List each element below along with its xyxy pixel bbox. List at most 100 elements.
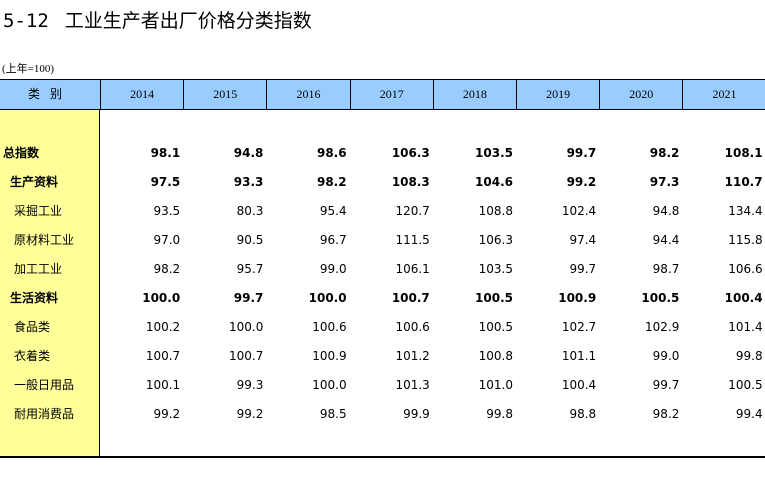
- value-cell: 100.7: [145, 349, 181, 363]
- value-cell: 101.3: [395, 378, 430, 392]
- value-cell: 99.3: [236, 378, 264, 392]
- value-cell: 98.8: [569, 407, 597, 421]
- table-row: 加工工业 98.2 95.7 99.0 106.1 103.5 99.7 98.7 106.6: [0, 255, 765, 284]
- value-cell: 98.2: [652, 407, 680, 421]
- table-row: 食品类 100.2 100.0 100.6 100.6 100.5 102.7 102.9 10…: [0, 313, 765, 342]
- header-year: 2014: [100, 80, 183, 109]
- row-label: 采掘工业: [14, 204, 63, 218]
- value-cell: 99.0: [319, 262, 347, 276]
- value-cell: 101.0: [478, 378, 513, 392]
- row-label: 衣着类: [14, 349, 51, 363]
- value-cell: 100.8: [478, 349, 513, 363]
- header-year: 2016: [266, 80, 349, 109]
- value-cell: 101.4: [728, 320, 763, 334]
- table-row: 采掘工业 93.5 80.3 95.4 120.7 108.8 102.4 94.8 134.4: [0, 197, 765, 226]
- value-cell: 99.2: [566, 175, 597, 189]
- value-cell: 100.4: [561, 378, 597, 392]
- value-cell: 100.4: [724, 291, 763, 305]
- table-title: 工业生产者出厂价格分类指数: [64, 10, 312, 32]
- row-label: 生产资料: [10, 175, 59, 189]
- value-cell: 90.5: [236, 233, 264, 247]
- table-row: 总指数 98.1 94.8 98.6 106.3 103.5 99.7 98.2 108.1: [0, 139, 765, 168]
- value-cell: 108.8: [478, 204, 513, 218]
- value-cell: 103.5: [475, 146, 513, 160]
- value-cell: 100.0: [229, 320, 264, 334]
- row-label: 总指数: [3, 146, 40, 160]
- value-cell: 94.8: [652, 204, 680, 218]
- value-cell: 100.0: [142, 291, 181, 305]
- value-cell: 100.9: [312, 349, 347, 363]
- value-cell: 98.2: [649, 146, 680, 160]
- value-cell: 100.5: [478, 320, 513, 334]
- category-column-background: [0, 110, 100, 456]
- row-label: 生活资料: [10, 291, 59, 305]
- value-cell: 100.0: [308, 291, 347, 305]
- top-rule: [0, 79, 765, 80]
- value-cell: 99.9: [403, 407, 430, 421]
- row-label: 原材料工业: [14, 233, 75, 247]
- value-cell: 99.7: [566, 146, 597, 160]
- value-cell: 102.7: [561, 320, 597, 334]
- value-cell: 100.5: [728, 378, 763, 392]
- page-title: 5-12 工业生产者出厂价格分类指数: [3, 6, 312, 33]
- row-label: 加工工业: [14, 262, 63, 276]
- value-cell: 97.4: [569, 233, 597, 247]
- value-cell: 97.3: [649, 175, 680, 189]
- value-cell: 100.2: [145, 320, 181, 334]
- value-cell: 101.1: [561, 349, 597, 363]
- value-cell: 100.9: [558, 291, 597, 305]
- value-cell: 97.0: [153, 233, 181, 247]
- value-cell: 106.6: [728, 262, 763, 276]
- unit-note: (上年=100): [2, 63, 55, 75]
- header-year: 2015: [183, 80, 266, 109]
- value-cell: 103.5: [478, 262, 513, 276]
- value-cell: 97.5: [150, 175, 181, 189]
- value-cell: 100.0: [312, 378, 347, 392]
- value-cell: 93.5: [153, 204, 181, 218]
- table-row: 一般日用品 100.1 99.3 100.0 101.3 101.0 100.4 99.7 10…: [0, 371, 765, 400]
- header-year: 2017: [349, 80, 433, 109]
- value-cell: 99.4: [735, 407, 763, 421]
- header-year: 2021: [682, 80, 765, 109]
- value-cell: 96.7: [319, 233, 347, 247]
- value-cell: 98.1: [150, 146, 181, 160]
- value-cell: 93.3: [233, 175, 264, 189]
- table-header: 类别 2014 2015 2016 2017 2018 2019 2020 2021: [0, 80, 765, 110]
- value-cell: 100.6: [395, 320, 430, 334]
- value-cell: 104.6: [475, 175, 513, 189]
- value-cell: 99.2: [236, 407, 264, 421]
- value-cell: 106.1: [395, 262, 430, 276]
- value-cell: 99.0: [652, 349, 680, 363]
- value-cell: 108.1: [724, 146, 763, 160]
- value-cell: 100.1: [145, 378, 181, 392]
- table-row: 原材料工业 97.0 90.5 96.7 111.5 106.3 97.4 94.4 115.8: [0, 226, 765, 255]
- value-cell: 98.5: [319, 407, 347, 421]
- value-cell: 99.7: [652, 378, 680, 392]
- value-cell: 95.4: [319, 204, 347, 218]
- value-cell: 99.2: [153, 407, 181, 421]
- value-cell: 98.7: [652, 262, 680, 276]
- value-cell: 101.2: [395, 349, 430, 363]
- header-year: 2018: [432, 80, 516, 109]
- table-row: 耐用消费品 99.2 99.2 98.5 99.9 99.8 98.8 98.2 99.4: [0, 400, 765, 429]
- value-cell: 110.7: [724, 175, 763, 189]
- value-cell: 100.5: [641, 291, 680, 305]
- value-cell: 106.3: [478, 233, 513, 247]
- value-cell: 99.7: [233, 291, 264, 305]
- value-cell: 98.6: [316, 146, 347, 160]
- row-label: 耐用消费品: [14, 407, 75, 421]
- table-row: 生产资料 97.5 93.3 98.2 108.3 104.6 99.2 97.3 110.7: [0, 168, 765, 197]
- value-cell: 99.8: [735, 349, 763, 363]
- row-label: 食品类: [14, 320, 51, 334]
- value-cell: 94.8: [233, 146, 264, 160]
- value-cell: 120.7: [395, 204, 430, 218]
- header-category: 类别: [27, 87, 72, 101]
- table-row: 生活资料 100.0 99.7 100.0 100.7 100.5 100.9 100.5 10…: [0, 284, 765, 313]
- value-cell: 111.5: [395, 233, 430, 247]
- value-cell: 102.4: [561, 204, 597, 218]
- table-number: 5-12: [3, 10, 49, 32]
- table-row: 衣着类 100.7 100.7 100.9 101.2 100.8 101.1 99.0 99.…: [0, 342, 765, 371]
- value-cell: 95.7: [236, 262, 264, 276]
- value-cell: 99.8: [486, 407, 513, 421]
- bottom-rule: [0, 456, 765, 458]
